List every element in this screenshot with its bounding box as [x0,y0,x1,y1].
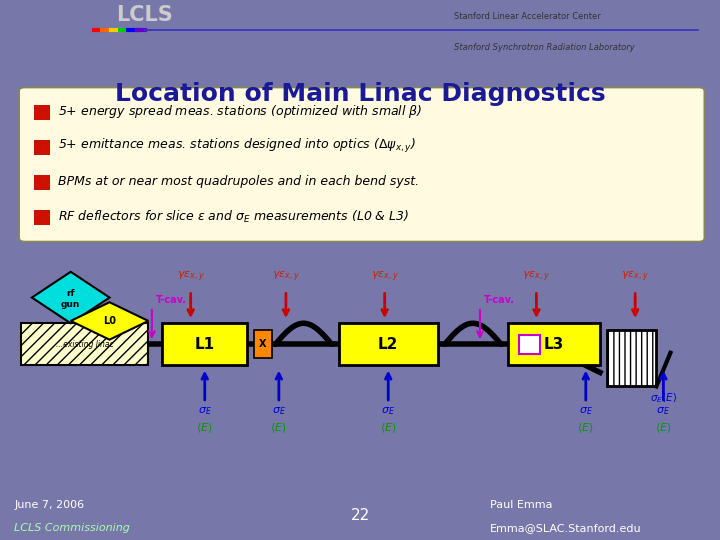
Text: T-cav.: T-cav. [156,295,186,305]
Text: BPMs at or near most quadrupoles and in each bend syst.: BPMs at or near most quadrupoles and in … [58,176,419,188]
Bar [254,330,271,359]
Polygon shape [32,272,109,323]
Text: rf: rf [66,289,75,298]
Text: Emma@SLAC.Stanford.edu: Emma@SLAC.Stanford.edu [490,523,642,533]
Text: L2: L2 [378,337,398,352]
Bar [34,105,50,120]
Text: LCLS: LCLS [116,5,172,25]
Text: Paul Emma: Paul Emma [490,500,552,510]
Bar [34,175,50,191]
Text: $\sigma_E\langle E\rangle$: $\sigma_E\langle E\rangle$ [650,391,677,405]
Text: $\gamma\varepsilon_{x,y}$: $\gamma\varepsilon_{x,y}$ [523,269,550,284]
Text: Location of Main Linac Diagnostics: Location of Main Linac Diagnostics [114,83,606,106]
Text: L1: L1 [194,337,215,352]
Text: $\gamma\varepsilon_{x,y}$: $\gamma\varepsilon_{x,y}$ [621,269,649,284]
Text: 5+ energy spread meas. stations (optimized with small $\beta$): 5+ energy spread meas. stations (optimiz… [58,103,423,120]
Text: $\langle E\rangle$: $\langle E\rangle$ [577,422,594,435]
Bar [607,330,657,387]
Text: Stanford Synchrotron Radiation Laboratory: Stanford Synchrotron Radiation Laborator… [454,43,634,52]
Bar [163,323,247,366]
Text: gun: gun [61,300,81,309]
Text: Stanford Linear Accelerator Center: Stanford Linear Accelerator Center [454,12,600,22]
Text: $\sigma_E$: $\sigma_E$ [198,405,212,417]
Bar [508,323,600,366]
Bar [22,323,148,366]
Text: L3: L3 [544,337,564,352]
Text: ...existing linac: ...existing linac [56,340,114,349]
Text: $\langle E\rangle$: $\langle E\rangle$ [655,422,672,435]
Text: LCLS Commissioning: LCLS Commissioning [14,523,130,533]
Bar [34,140,50,155]
Text: X: X [259,339,266,349]
Text: June 7, 2006: June 7, 2006 [14,500,84,510]
Text: L0: L0 [103,316,116,326]
Bar [518,335,540,354]
Text: $\gamma\varepsilon_{x,y}$: $\gamma\varepsilon_{x,y}$ [176,269,204,284]
Text: $\sigma_E$: $\sigma_E$ [579,405,593,417]
Polygon shape [71,302,148,340]
Text: 5+ emittance meas. stations designed into optics ($\Delta\psi_{x,y}$): 5+ emittance meas. stations designed int… [58,137,416,156]
FancyBboxPatch shape [19,87,704,241]
Text: 22: 22 [351,508,369,523]
Text: $\gamma\varepsilon_{x,y}$: $\gamma\varepsilon_{x,y}$ [371,269,399,284]
Text: RF deflectors for slice $\varepsilon$ and $\sigma_E$ measurements (L0 & L3): RF deflectors for slice $\varepsilon$ an… [58,209,409,225]
Text: $\sigma_E$: $\sigma_E$ [657,405,670,417]
Text: $\gamma\varepsilon_{x,y}$: $\gamma\varepsilon_{x,y}$ [272,269,300,284]
Bar [339,323,438,366]
Bar [34,210,50,225]
Text: $\sigma_E$: $\sigma_E$ [382,405,395,417]
Text: $\langle E\rangle$: $\langle E\rangle$ [197,422,213,435]
Text: $\langle E\rangle$: $\langle E\rangle$ [271,422,287,435]
Text: T-cav.: T-cav. [483,295,515,305]
Text: $\sigma_E$: $\sigma_E$ [272,405,286,417]
Text: $\langle E\rangle$: $\langle E\rangle$ [380,422,397,435]
